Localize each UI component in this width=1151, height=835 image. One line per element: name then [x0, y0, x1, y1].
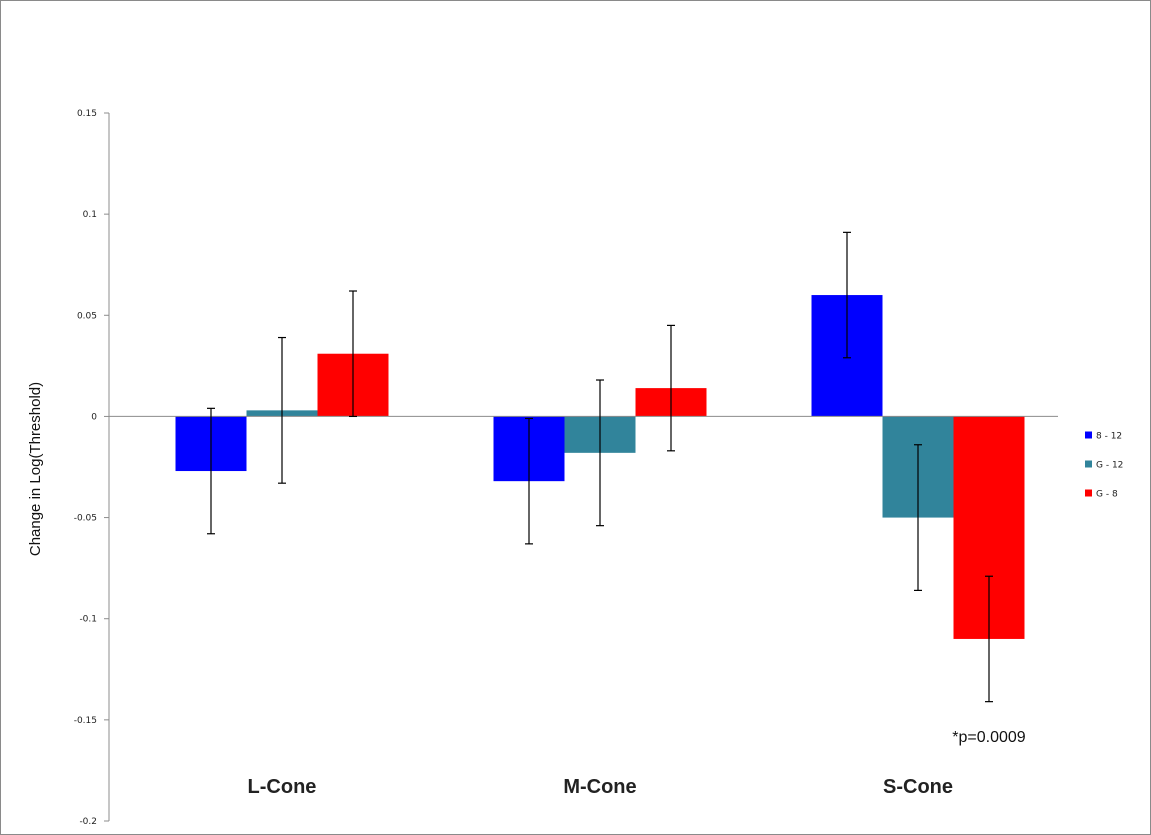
y-tick-label: -0.05 [74, 514, 97, 524]
error-bars [207, 231, 993, 703]
error-bar [667, 324, 675, 452]
category-label: L-Cone [248, 776, 317, 798]
legend-swatch [1085, 460, 1092, 468]
error-bar [349, 290, 357, 418]
legend: 8 - 12 G - 12 G - 8 [1085, 431, 1123, 500]
legend-label: 8 - 12 [1096, 432, 1122, 442]
error-bar [843, 231, 851, 359]
legend-swatch [1085, 489, 1092, 497]
y-axis-title: Change in Log(Threshold) [27, 382, 44, 556]
error-bar [278, 336, 286, 484]
y-tick-label: -0.15 [74, 716, 97, 726]
y-axis-ticks: 0.15 0.1 0.05 0 -0.05 -0.1 -0.15 -0.2 [74, 109, 109, 827]
error-bar [525, 417, 533, 545]
category-label: S-Cone [883, 776, 953, 798]
y-tick-label: 0.1 [83, 210, 97, 220]
significance-annotation: *p=0.0009 [952, 729, 1026, 746]
category-label: M-Cone [563, 776, 636, 798]
y-tick-label: 0 [91, 412, 97, 422]
annotations: *p=0.0009 [952, 729, 1026, 746]
y-tick-label: 0.15 [77, 109, 97, 119]
error-bar [985, 575, 993, 703]
error-bar [596, 379, 604, 527]
y-tick-label: -0.2 [79, 817, 97, 827]
legend-swatch [1085, 431, 1092, 439]
category-labels: L-Cone M-Cone S-Cone [248, 776, 953, 798]
y-tick-label: -0.1 [79, 615, 97, 625]
axes [108, 113, 1058, 821]
y-tick-label: 0.05 [77, 311, 97, 321]
error-bar [914, 444, 922, 591]
error-bar [207, 407, 215, 535]
legend-label: G - 8 [1096, 490, 1118, 500]
legend-label: G - 12 [1096, 461, 1123, 471]
